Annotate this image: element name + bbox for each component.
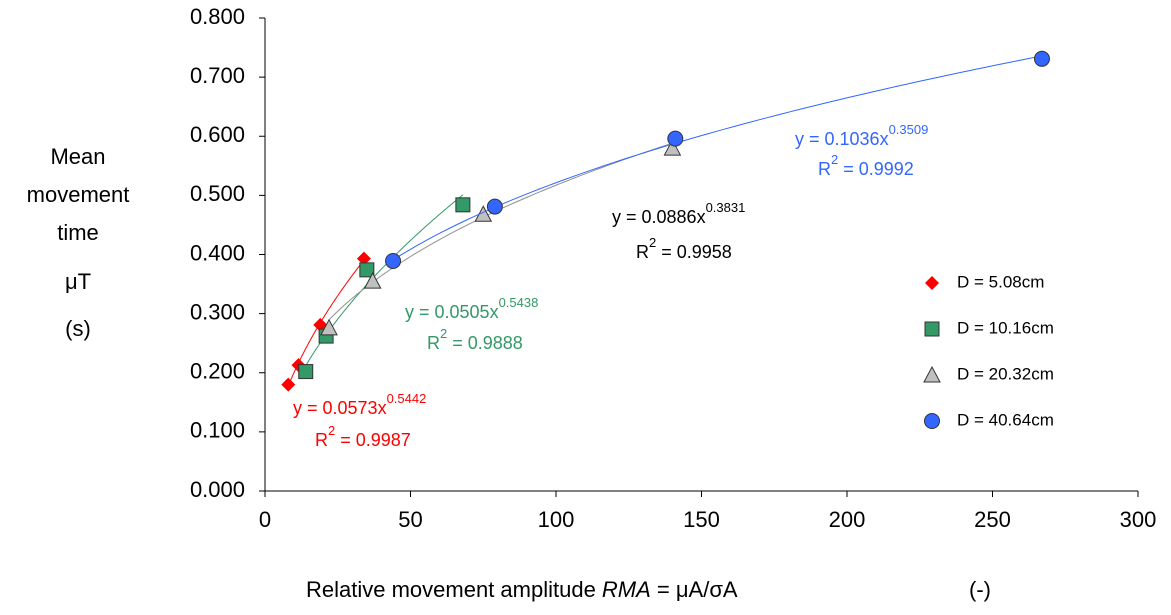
marker bbox=[281, 377, 296, 392]
y-tick-label: 0.400 bbox=[190, 240, 245, 265]
y-tick-label: 0.100 bbox=[190, 418, 245, 443]
legend-label: D = 10.16cm bbox=[957, 318, 1054, 337]
x-axis-label-formula: = μA/σA bbox=[651, 577, 738, 602]
y-axis-label: movement bbox=[27, 182, 130, 207]
y-tick-label: 0.500 bbox=[190, 181, 245, 206]
marker bbox=[356, 251, 371, 266]
trendline bbox=[328, 142, 673, 321]
legend-marker bbox=[923, 365, 941, 383]
y-axis-label: (s) bbox=[65, 316, 91, 341]
x-axis-label-unit: (-) bbox=[969, 577, 991, 602]
equation-text: y = 0.0505x bbox=[405, 302, 499, 322]
r-superscript: 2 bbox=[328, 423, 335, 438]
y-tick-label: 0.800 bbox=[190, 4, 245, 29]
x-axis-label: Relative movement amplitude RMA = μA/σA bbox=[306, 577, 738, 602]
r-superscript: 2 bbox=[831, 152, 838, 167]
marker bbox=[320, 318, 338, 336]
x-tick-label: 250 bbox=[974, 507, 1011, 532]
r-value: = 0.9958 bbox=[656, 242, 732, 262]
y-axis-label: μT bbox=[65, 269, 91, 294]
equation-exponent: 0.5442 bbox=[387, 391, 427, 406]
trendline-equation: y = 0.0573x0.5442 bbox=[293, 391, 426, 417]
trendline-equation: y = 0.1036x0.3509 bbox=[795, 122, 928, 148]
y-axis-label: Mean bbox=[50, 144, 105, 169]
marker bbox=[363, 272, 382, 289]
legend-label: D = 20.32cm bbox=[957, 364, 1054, 383]
legend-item: D = 10.16cm bbox=[924, 318, 1054, 337]
r-value: = 0.9987 bbox=[335, 430, 411, 450]
marker bbox=[486, 198, 503, 215]
x-tick-label: 50 bbox=[398, 507, 422, 532]
y-tick-label: 0.300 bbox=[190, 299, 245, 324]
r-superscript: 2 bbox=[440, 326, 447, 341]
equation-exponent: 0.3509 bbox=[889, 122, 929, 137]
r-superscript: 2 bbox=[649, 235, 656, 250]
r-value: = 0.9888 bbox=[447, 333, 523, 353]
marker bbox=[663, 139, 682, 156]
y-tick-label: 0.000 bbox=[190, 477, 245, 502]
trendline-r-squared: R2 = 0.9888 bbox=[427, 326, 523, 352]
y-tick-label: 0.700 bbox=[190, 63, 245, 88]
x-tick-label: 300 bbox=[1120, 507, 1157, 532]
x-tick-label: 0 bbox=[259, 507, 271, 532]
r-value: = 0.9992 bbox=[838, 159, 914, 179]
trendline-r-squared: R2 = 0.9958 bbox=[636, 235, 732, 261]
legend-marker bbox=[925, 276, 939, 290]
legend-item: D = 40.64cm bbox=[924, 410, 1054, 429]
r-text: R bbox=[315, 430, 328, 450]
equation-text: y = 0.0886x bbox=[612, 207, 706, 227]
equation-exponent: 0.5438 bbox=[499, 295, 539, 310]
r-text: R bbox=[636, 242, 649, 262]
marker bbox=[385, 253, 402, 270]
x-tick-label: 100 bbox=[538, 507, 575, 532]
trendline bbox=[392, 55, 1043, 261]
trendline bbox=[287, 259, 365, 387]
legend-label: D = 40.64cm bbox=[957, 410, 1054, 429]
r-text: R bbox=[427, 333, 440, 353]
y-axis-label: time bbox=[57, 220, 99, 245]
equation-text: y = 0.1036x bbox=[795, 129, 889, 149]
equation-text: y = 0.0573x bbox=[293, 398, 387, 418]
marker bbox=[1033, 50, 1050, 67]
marker bbox=[298, 364, 314, 380]
trendline-equation: y = 0.0505x0.5438 bbox=[405, 295, 538, 321]
legend-label: D = 5.08cm bbox=[957, 272, 1044, 291]
trendline-r-squared: R2 = 0.9992 bbox=[818, 152, 914, 178]
trendline-r-squared: R2 = 0.9987 bbox=[315, 423, 411, 449]
legend-marker bbox=[924, 413, 940, 429]
marker bbox=[313, 317, 328, 332]
legend-item: D = 5.08cm bbox=[925, 272, 1044, 291]
y-tick-label: 0.600 bbox=[190, 122, 245, 147]
equation-exponent: 0.3831 bbox=[706, 200, 746, 215]
legend-marker bbox=[924, 321, 940, 337]
x-tick-label: 200 bbox=[829, 507, 866, 532]
x-axis-label-text: Relative movement amplitude bbox=[306, 577, 602, 602]
marker bbox=[667, 130, 684, 147]
legend-item: D = 20.32cm bbox=[923, 364, 1054, 383]
r-text: R bbox=[818, 159, 831, 179]
x-axis-label-italic: RMA bbox=[602, 577, 651, 602]
marker bbox=[455, 197, 471, 213]
x-tick-label: 150 bbox=[683, 507, 720, 532]
trendline-equation: y = 0.0886x0.3831 bbox=[612, 200, 745, 226]
y-tick-label: 0.200 bbox=[190, 359, 245, 384]
marker bbox=[359, 262, 375, 278]
